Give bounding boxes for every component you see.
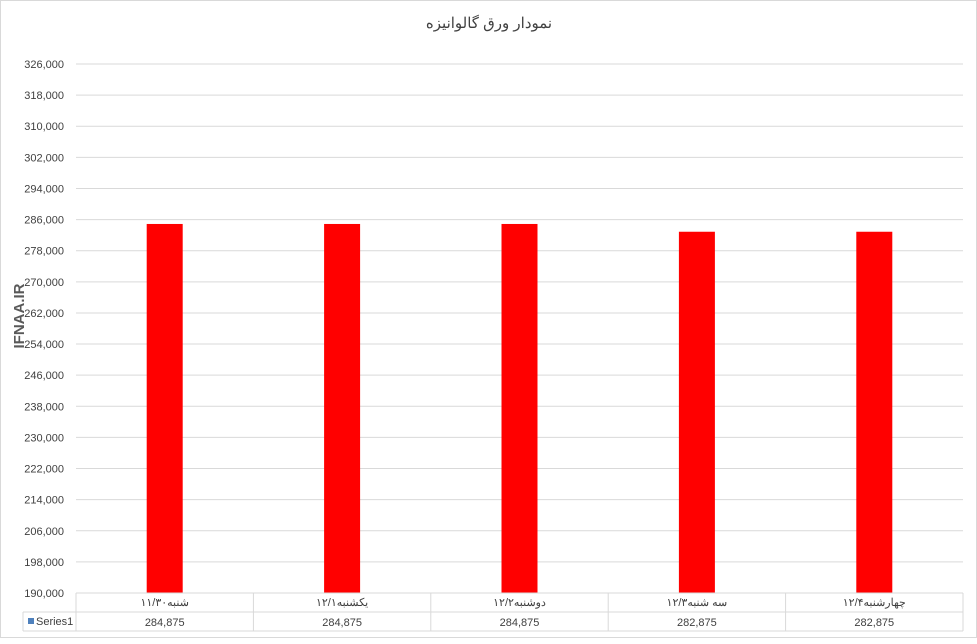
y-tick-label: 326,000 bbox=[24, 59, 64, 71]
data-label: 284,875 bbox=[145, 617, 185, 629]
y-tick-label: 310,000 bbox=[24, 121, 64, 133]
y-tick-label: 278,000 bbox=[24, 246, 64, 258]
x-category-label: دوشنبه۱۲/۲ bbox=[493, 597, 546, 609]
y-tick-label: 190,000 bbox=[24, 588, 64, 600]
data-label: 284,875 bbox=[500, 617, 540, 629]
y-tick-label: 222,000 bbox=[24, 464, 64, 476]
y-tick-label: 270,000 bbox=[24, 277, 64, 289]
bar bbox=[324, 223, 361, 593]
watermark: IFNAA.IR bbox=[11, 283, 28, 348]
y-tick-label: 302,000 bbox=[24, 152, 64, 164]
bar bbox=[856, 231, 893, 593]
legend-label: Series1 bbox=[36, 616, 73, 628]
y-tick-label: 206,000 bbox=[24, 526, 64, 538]
y-tick-label: 214,000 bbox=[24, 495, 64, 507]
x-category-label: چهارشنبه۱۲/۴ bbox=[843, 597, 906, 609]
y-tick-label: 254,000 bbox=[24, 339, 64, 351]
x-category-label: سه شنبه۱۲/۳ bbox=[667, 597, 728, 609]
x-category-label: یکشنبه۱۲/۱ bbox=[316, 597, 368, 609]
data-label: 282,875 bbox=[854, 617, 894, 629]
bar bbox=[501, 223, 538, 593]
legend-key bbox=[28, 618, 34, 624]
bar bbox=[678, 231, 715, 593]
y-tick-label: 230,000 bbox=[24, 432, 64, 444]
bar bbox=[146, 223, 183, 593]
y-tick-label: 318,000 bbox=[24, 90, 64, 102]
y-tick-label: 198,000 bbox=[24, 557, 64, 569]
x-category-label: شنبه۱۱/۳۰ bbox=[140, 597, 188, 609]
y-tick-label: 238,000 bbox=[24, 401, 64, 413]
chart-title: نمودار ورق گالوانیزه bbox=[426, 14, 552, 32]
y-tick-label: 294,000 bbox=[24, 183, 64, 195]
y-tick-label: 246,000 bbox=[24, 370, 64, 382]
y-tick-label: 286,000 bbox=[24, 215, 64, 227]
data-label: 284,875 bbox=[322, 617, 362, 629]
y-tick-label: 262,000 bbox=[24, 308, 64, 320]
data-label: 282,875 bbox=[677, 617, 717, 629]
